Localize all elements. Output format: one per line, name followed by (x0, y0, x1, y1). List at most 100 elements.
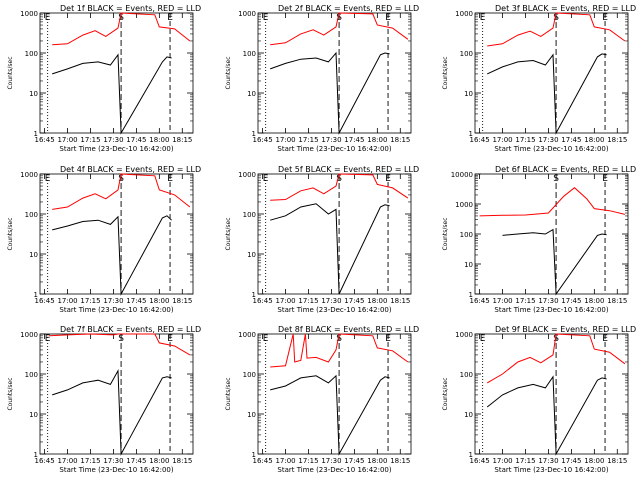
y-tick-label: 1000 (20, 171, 38, 179)
plot-frame (39, 12, 194, 134)
x-tick-label: 17:00 (492, 136, 512, 144)
chart-title: Det 8f BLACK = Events, RED = LLD (278, 325, 419, 334)
x-tick-label: 16:45 (469, 136, 489, 144)
y-tick-label: 100 (25, 371, 38, 379)
marker-label-E: E (45, 334, 51, 344)
y-tick-label: 1 (252, 291, 256, 299)
x-tick-label: 17:00 (492, 457, 512, 465)
chart-title: Det 5f BLACK = Events, RED = LLD (278, 165, 419, 174)
x-axis-label: Start Time (23-Dec-10 16:42:00) (277, 466, 391, 474)
x-tick-label: 18:00 (584, 136, 604, 144)
chart-title: Det 4f BLACK = Events, RED = LLD (60, 165, 201, 174)
y-tick-label: 100 (243, 50, 256, 58)
x-tick-label: 16:45 (252, 457, 272, 465)
y-tick-label: 10 (247, 90, 256, 98)
chart-panel-3: Det 3f BLACK = Events, RED = LLD 1 10 100 10… (442, 4, 636, 153)
series-events (270, 203, 390, 295)
y-tick-label: 1000 (20, 331, 38, 339)
x-tick-label: 17:00 (275, 297, 295, 305)
x-tick-label: 17:15 (298, 457, 318, 465)
marker-label-E: E (263, 174, 269, 184)
chart-panel-4: Det 4f BLACK = Events, RED = LLD 1 10 100 10… (7, 165, 201, 314)
x-tick-label: 18:15 (172, 457, 192, 465)
y-tick-label: 1 (469, 291, 473, 299)
x-tick-label: 17:00 (57, 136, 77, 144)
series-lld (270, 12, 409, 46)
plot-frame (257, 12, 412, 134)
series-lld (486, 333, 626, 384)
plot-frame (474, 12, 629, 134)
y-tick-label: 100 (460, 50, 473, 58)
x-tick-label: 18:00 (149, 457, 169, 465)
x-tick-label: 18:15 (172, 136, 192, 144)
y-tick-label: 1000 (238, 10, 256, 18)
x-tick-label: 17:30 (321, 297, 341, 305)
marker-label-S: S (553, 334, 559, 344)
marker-label-S: S (336, 174, 342, 184)
y-tick-label: 1000 (455, 201, 473, 209)
y-tick-label: 10 (464, 261, 473, 269)
marker-label-E: E (385, 174, 391, 184)
y-tick-label: 1000 (455, 331, 473, 339)
x-tick-label: 17:15 (298, 136, 318, 144)
y-tick-label: 1000 (455, 10, 473, 18)
y-tick-label: 1 (34, 451, 38, 459)
x-tick-label: 17:15 (515, 457, 535, 465)
y-tick-label: 10 (464, 411, 473, 419)
x-tick-label: 18:15 (390, 297, 410, 305)
y-axis-label: Counts/sec (442, 56, 449, 89)
y-tick-label: 10 (29, 251, 38, 259)
x-tick-label: 17:45 (561, 457, 581, 465)
y-tick-label: 1000 (238, 331, 256, 339)
x-tick-label: 17:30 (538, 297, 558, 305)
x-tick-label: 18:00 (367, 136, 387, 144)
marker-label-E: E (263, 13, 269, 23)
x-axis-label: Start Time (23-Dec-10 16:42:00) (494, 466, 608, 474)
x-tick-label: 18:15 (172, 297, 192, 305)
chart-title: Det 1f BLACK = Events, RED = LLD (60, 4, 201, 13)
x-axis-label: Start Time (23-Dec-10 16:42:00) (59, 466, 173, 474)
series-events (486, 375, 607, 456)
chart-title: Det 7f BLACK = Events, RED = LLD (60, 325, 201, 334)
y-tick-label: 100 (243, 371, 256, 379)
x-axis-label: Start Time (23-Dec-10 16:42:00) (59, 145, 173, 153)
series-events (502, 228, 607, 296)
x-tick-label: 16:45 (34, 297, 54, 305)
x-tick-label: 17:15 (80, 457, 100, 465)
plot-frame (39, 173, 194, 295)
chart-title: Det 9f BLACK = Events, RED = LLD (495, 325, 636, 334)
x-tick-label: 17:30 (103, 457, 123, 465)
chart-title: Det 2f BLACK = Events, RED = LLD (278, 4, 419, 13)
chart-panel-6: Det 6f BLACK = Events, RED = LLD 1 10 100 10… (442, 165, 636, 314)
x-tick-label: 17:45 (344, 297, 364, 305)
chart-panel-7: Det 7f BLACK = Events, RED = LLD 1 10 100 10… (7, 325, 201, 474)
y-tick-label: 10000 (451, 171, 473, 179)
x-tick-label: 17:00 (275, 136, 295, 144)
y-tick-label: 1 (252, 451, 256, 459)
x-tick-label: 17:30 (103, 136, 123, 144)
series-events (270, 374, 390, 456)
y-tick-label: 1 (34, 130, 38, 138)
x-tick-label: 17:45 (126, 297, 146, 305)
plot-frame (257, 333, 412, 455)
y-tick-label: 1000 (20, 10, 38, 18)
x-tick-label: 17:30 (538, 457, 558, 465)
y-tick-label: 100 (460, 371, 473, 379)
y-axis-label: Counts/sec (442, 217, 449, 250)
x-tick-label: 18:00 (367, 457, 387, 465)
x-tick-label: 16:45 (469, 457, 489, 465)
x-tick-label: 17:30 (321, 457, 341, 465)
x-tick-label: 17:00 (57, 297, 77, 305)
x-axis-label: Start Time (23-Dec-10 16:42:00) (277, 306, 391, 314)
y-axis-label: Counts/sec (442, 377, 449, 410)
chart-panel-5: Det 5f BLACK = Events, RED = LLD 1 10 100 10… (225, 165, 419, 314)
chart-panel-9: Det 9f BLACK = Events, RED = LLD 1 10 100 10… (442, 325, 636, 474)
y-tick-label: 1 (469, 130, 473, 138)
y-tick-label: 100 (25, 50, 38, 58)
series-events (486, 53, 607, 135)
x-tick-label: 16:45 (34, 136, 54, 144)
x-tick-label: 17:00 (275, 457, 295, 465)
x-axis-label: Start Time (23-Dec-10 16:42:00) (59, 306, 173, 314)
marker-label-E: E (45, 13, 51, 23)
